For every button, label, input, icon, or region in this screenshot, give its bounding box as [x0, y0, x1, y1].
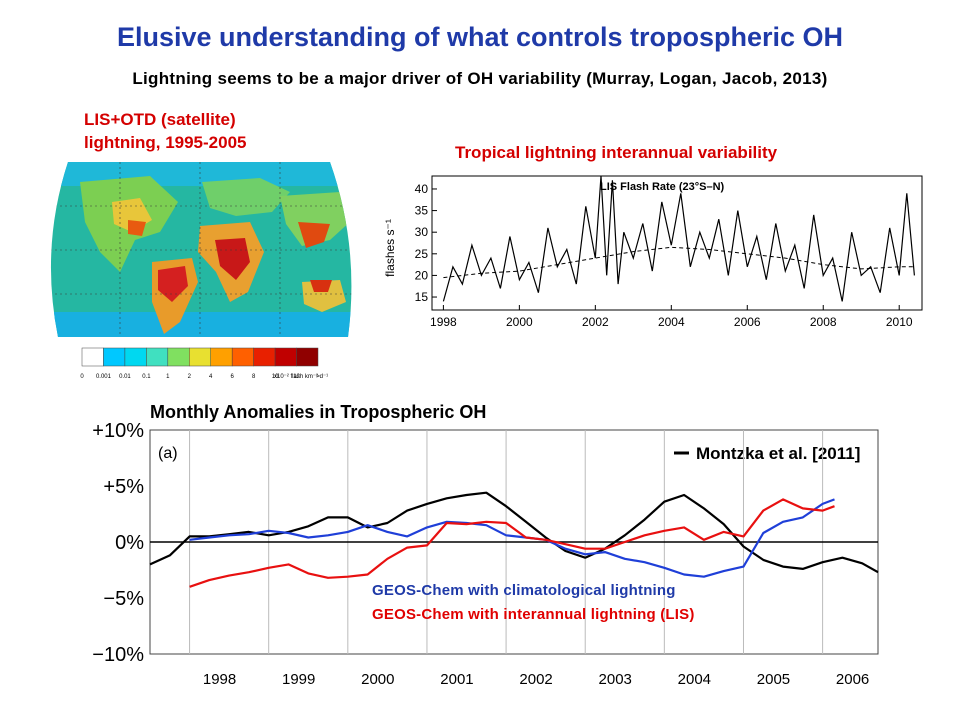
oh-xtick-label: 2004	[678, 671, 711, 688]
oh-xtick-label: 1999	[282, 671, 315, 688]
ts-yaxis: 15 20 25 30 35 40	[415, 182, 437, 304]
colorbar-swatch	[146, 347, 169, 367]
colorbar-swatch	[81, 347, 104, 367]
oh-ytick-label: −5%	[103, 588, 144, 610]
oh-ytick-label: −10%	[92, 644, 144, 666]
oh-xtick-label: 2003	[599, 671, 632, 688]
colorbar-tick-label: 6	[231, 374, 235, 380]
colorbar-swatch	[167, 347, 190, 367]
interannual-line	[189, 498, 835, 588]
ts-xaxis: 1998 2000 2002 2004 2006 2008 2010	[430, 305, 913, 329]
colorbar-swatch	[189, 347, 211, 367]
ts-series	[442, 175, 915, 302]
legend-interannual: GEOS-Chem with interannual lightning (LI…	[372, 606, 695, 623]
colorbar-swatch	[274, 347, 297, 367]
colorbar-swatch	[296, 347, 319, 367]
legend-climatological: GEOS-Chem with climatological lightning	[372, 582, 676, 599]
colorbar-tick-label: 0	[80, 374, 84, 380]
map-colorbar	[81, 347, 319, 367]
lightning-timeseries-figure: LIS Flash Rate (23°S–N) flashes s⁻¹ 15 20…	[372, 170, 932, 330]
colorbar-tick-label: 12	[293, 374, 300, 380]
ts-monthly-line	[442, 175, 915, 302]
colorbar-tick-label: >	[316, 374, 320, 380]
oh-ytick-label: +5%	[103, 476, 144, 498]
oh-series	[149, 491, 879, 588]
oh-xtick-label: 2005	[757, 671, 790, 688]
oh-ytick-label: +10%	[92, 420, 144, 442]
climatological-line	[189, 498, 835, 578]
lightning-timeseries-svg: LIS Flash Rate (23°S–N) flashes s⁻¹ 15 20…	[383, 175, 923, 329]
oh-xtick-label: 1998	[203, 671, 236, 688]
colorbar-tick-label: 1	[166, 374, 170, 380]
colorbar-tick-label: 4	[209, 374, 213, 380]
oh-xtick-label: 2001	[440, 671, 473, 688]
map-title-line1: LIS+OTD (satellite)	[84, 110, 236, 129]
slide-subtitle: Lightning seems to be a major driver of …	[132, 69, 828, 88]
colorbar-tick-label: 10	[272, 374, 279, 380]
europe-shape	[202, 178, 290, 216]
colorbar-swatch	[210, 347, 233, 367]
oh-anomaly-figure: Monthly Anomalies in Tropospheric OH (a)…	[92, 392, 882, 702]
timeseries-heading: Tropical lightning interannual variabili…	[455, 143, 778, 162]
colorbar-tick-label: 0.1	[142, 374, 151, 380]
colorbar-tick-label: 8	[252, 374, 256, 380]
oh-gridlines	[150, 430, 878, 654]
ts-xtick-label: 2006	[734, 315, 761, 329]
montzka-line	[149, 491, 879, 574]
asia-shape	[280, 192, 352, 246]
ts-xtick-label: 2008	[810, 315, 837, 329]
colorbar-tick-label: 2	[188, 374, 192, 380]
colorbar-swatch	[253, 347, 276, 367]
ts-ytick-label: 20	[415, 268, 429, 282]
colorbar-swatch	[124, 347, 147, 367]
oh-anomaly-svg: Monthly Anomalies in Tropospheric OH (a)…	[92, 402, 879, 688]
ts-ytick-label: 25	[415, 247, 429, 261]
colorbar-unit: x10⁻² flash km⁻² d⁻¹	[274, 374, 328, 380]
ts-xtick-label: 2000	[506, 315, 533, 329]
ts-ytick-label: 15	[415, 290, 429, 304]
ts-xtick-label: 1998	[430, 315, 457, 329]
oh-yaxis: +10% +5% 0% −5% −10%	[92, 420, 144, 666]
ts-ylabel: flashes s⁻¹	[383, 219, 397, 277]
colorbar-tick-label: 0.001	[96, 374, 112, 380]
ts-ytick-label: 35	[415, 204, 429, 218]
colorbar-swatch	[103, 347, 126, 367]
ts-xtick-label: 2004	[658, 315, 685, 329]
map-title-line2: lightning, 1995-2005	[84, 133, 247, 152]
ts-chart-title: LIS Flash Rate (23°S–N)	[600, 181, 725, 193]
slide-title: Elusive understanding of what controls t…	[116, 22, 844, 52]
ts-xtick-label: 2010	[886, 315, 913, 329]
oh-xtick-label: 2006	[836, 671, 869, 688]
colorbar-tick-label: 0.01	[119, 374, 131, 380]
oh-xtick-label: 2002	[519, 671, 552, 688]
lightning-map-figure: 0 0.001 0.01 0.1 1 2 4 6 8 10 12 > x10⁻² flash km⁻²…	[40, 162, 360, 384]
ts-plot-frame	[431, 175, 923, 311]
oh-xaxis: 1998 1999 2000 2001 2002 2003 2004 2005 2006	[203, 671, 869, 688]
montzka-legend-label: Montzka et al. [2011]	[696, 444, 860, 463]
oh-xtick-label: 2000	[361, 671, 394, 688]
ts-ytick-label: 30	[415, 225, 429, 239]
oh-ytick-label: 0%	[115, 532, 144, 554]
ts-xtick-label: 2002	[582, 315, 609, 329]
oh-chart-title: Monthly Anomalies in Tropospheric OH	[150, 402, 486, 422]
ts-ytick-label: 40	[415, 182, 429, 196]
colorbar-swatch	[231, 347, 254, 367]
ts-smoothed-line	[443, 246, 915, 279]
oh-panel-label: (a)	[158, 445, 178, 462]
lightning-map-svg: 0 0.001 0.01 0.1 1 2 4 6 8 10 12 > x10⁻² flash km⁻²…	[50, 162, 352, 380]
map-colorbar-ticks: 0 0.001 0.01 0.1 1 2 4 6 8 10 12 >	[80, 374, 320, 380]
